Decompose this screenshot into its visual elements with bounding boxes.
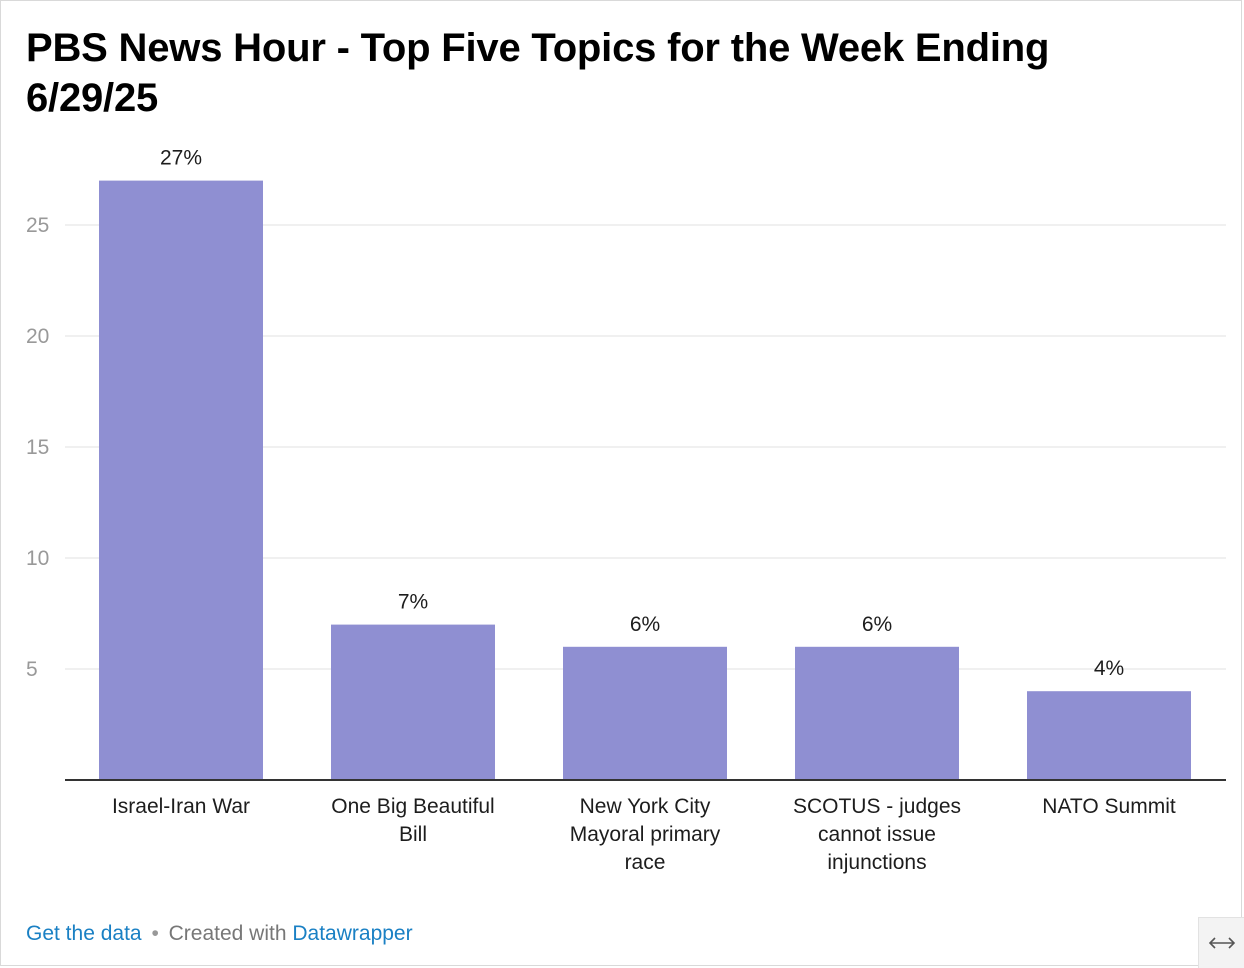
x-category-label: Bill [399,823,427,846]
bar [1027,691,1191,780]
data-label: 6% [630,613,660,636]
bar [795,646,959,780]
resize-handle[interactable] [1198,917,1244,968]
y-tick-label: 20 [26,325,49,348]
y-tick-label: 10 [26,547,49,570]
bar [331,624,495,780]
y-tick-label: 15 [26,436,49,459]
x-category-label: NATO Summit [1042,795,1176,818]
x-category-label: New York City [580,795,711,818]
x-category-label: Israel-Iran War [112,795,250,818]
bar [563,646,727,780]
horizontal-resize-arrows-icon [1208,937,1235,949]
y-tick-label: 25 [26,214,49,237]
chart-title: PBS News Hour - Top Five Topics for the … [26,26,1050,120]
data-label: 7% [398,591,428,614]
x-category-label: One Big Beautiful [331,795,494,818]
get-the-data-link[interactable]: Get the data [26,922,142,945]
x-category-label: SCOTUS - judges [793,795,961,818]
footer-separator: • [151,922,159,945]
x-category-label: injunctions [827,851,926,874]
data-label: 6% [862,613,892,636]
x-category-label: Mayoral primary [570,823,721,846]
x-category-label: cannot issue [818,823,936,846]
data-label: 4% [1094,657,1124,680]
bar-chart: 5 10 15 20 25 27% Israel-Iran War 7% One Big Bea… [26,147,1226,874]
chart-footer: Get the data • Created with Datawrapper [26,919,413,949]
bar [99,180,263,781]
data-label: 27% [160,147,202,170]
x-category-label: race [625,851,666,874]
created-with-text: Created with [168,922,287,945]
y-tick-label: 5 [26,658,38,681]
datawrapper-link[interactable]: Datawrapper [292,922,413,945]
